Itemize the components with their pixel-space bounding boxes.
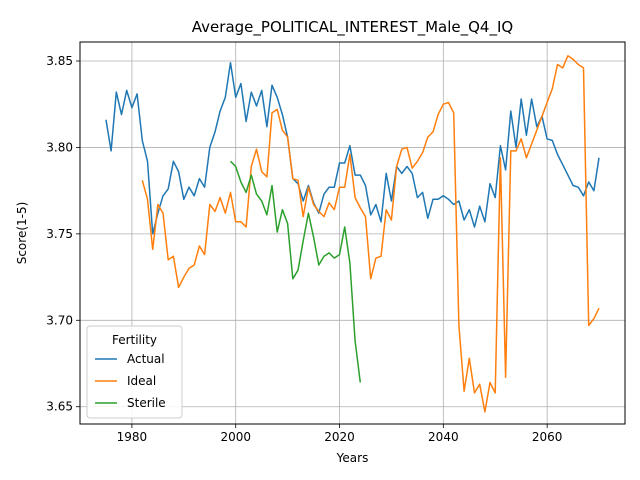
legend-entry-ideal: Ideal [127,374,156,388]
x-tick-label: 2020 [324,430,355,444]
gridlines [80,42,625,424]
series-line-actual [105,61,600,235]
y-tick-label: 3.80 [46,140,73,154]
y-tick-label: 3.75 [46,227,73,241]
legend-entry-sterile: Sterile [127,396,166,410]
y-tick-label: 3.70 [46,313,73,327]
legend-entry-actual: Actual [127,352,165,366]
legend-title: Fertility [112,333,157,347]
x-axis-label: Years [336,451,369,465]
y-axis-label: Score(1-5) [15,202,29,265]
plot-area-frame [79,41,626,425]
legend-box [86,325,183,419]
legend: Fertility Actual Ideal Sterile [86,325,183,419]
y-tick-label: 3.65 [46,400,73,414]
x-tick-label: 2060 [532,430,563,444]
chart-title: Average_POLITICAL_INTEREST_Male_Q4_IQ [192,18,513,37]
series-lines [105,55,600,413]
axis-ticks: 1980 2000 2020 2040 2060 3.65 3.70 3.75 3.80 3.85 [46,54,562,444]
x-tick-label: 2000 [220,430,251,444]
series-line-sterile [229,160,362,383]
y-tick-label: 3.85 [46,54,73,68]
x-tick-label: 2040 [428,430,459,444]
x-tick-label: 1980 [117,430,148,444]
series-line-ideal [141,55,600,413]
